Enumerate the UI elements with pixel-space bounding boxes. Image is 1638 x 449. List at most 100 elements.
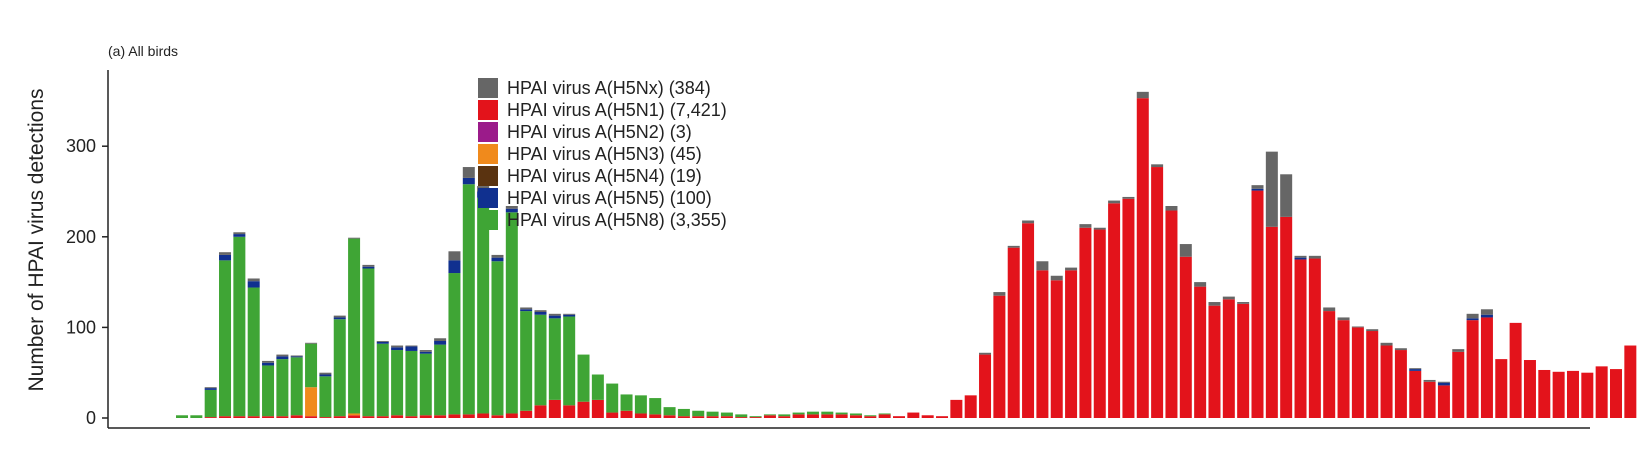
bar-segment-h5n8: [176, 415, 188, 418]
legend-label: HPAI virus A(H5N4) (19): [507, 166, 702, 186]
bar-segment-h5n5: [219, 254, 232, 261]
chart-title: (a) All birds: [108, 43, 178, 59]
y-axis-title: Number of HPAI virus detections: [25, 88, 48, 391]
bar-segment-h5n1: [1007, 247, 1020, 418]
bar-segment-h5nx: [1208, 302, 1221, 306]
bar-segment-h5nx: [262, 360, 275, 363]
bar-segment-h5n8: [520, 311, 533, 411]
bar-stack-20: [448, 251, 461, 418]
bar-stack-95: [1523, 360, 1536, 418]
bar-segment-h5nx: [1294, 255, 1307, 258]
bar-segment-h5nx: [1323, 307, 1336, 312]
legend-label: HPAI virus A(H5N2) (3): [507, 122, 692, 142]
bar-segment-h5n8: [663, 407, 676, 416]
bar-segment-h5n8: [634, 395, 647, 414]
bar-segment-h5n5: [1480, 314, 1493, 318]
bar-stack-51: [893, 416, 905, 418]
legend-item: HPAI virus A(H5Nx) (384): [478, 78, 711, 98]
bar-segment-h5n8: [591, 374, 604, 400]
bar-segment-h5n8: [434, 344, 447, 416]
bar-stack-54: [936, 416, 949, 418]
bar-stack-98: [1566, 370, 1579, 418]
bar-stack-86: [1394, 348, 1407, 418]
bar-segment-h5n5: [505, 208, 518, 213]
legend-label: HPAI virus A(H5N1) (7,421): [507, 100, 727, 120]
bar-segment-h5nx: [563, 313, 576, 315]
bar-stack-18: [419, 350, 432, 418]
bar-stack-38: [706, 411, 719, 418]
bar-stack-66: [1108, 200, 1121, 418]
bar-segment-h5nx: [491, 254, 504, 258]
bar-segment-h5nx: [1079, 224, 1092, 228]
bar-segment-h5n1: [247, 416, 260, 418]
bar-stack-24: [505, 206, 518, 418]
bar-segment-h5n1: [692, 416, 705, 418]
bar-segment-h5n1: [1409, 370, 1422, 418]
bar-stack-92: [1480, 309, 1493, 418]
bar-stack-23: [491, 254, 504, 418]
bar-segment-h5n8: [276, 359, 289, 417]
legend-swatch: [478, 144, 498, 164]
bar-stack-99: [1581, 372, 1594, 418]
bar-stack-69: [1151, 164, 1164, 418]
bar-segment-h5n1: [1194, 286, 1207, 418]
bar-segment-h5n5: [391, 347, 404, 351]
bar-stack-32: [620, 394, 633, 418]
bar-segment-h5n1: [1366, 331, 1379, 418]
bar-segment-h5n1: [792, 414, 805, 418]
bar-stack-90: [1452, 349, 1465, 418]
bar-segment-h5nx: [362, 264, 375, 267]
bar-segment-h5n1: [204, 417, 217, 418]
bar-segment-h5n1: [634, 413, 647, 418]
bar-segment-h5n5: [405, 346, 418, 351]
bar-segment-h5n8: [878, 413, 891, 415]
bar-segment-h5n1: [964, 395, 977, 418]
bar-segment-h5n8: [534, 314, 547, 406]
bar-stack-65: [1093, 227, 1106, 418]
bar-segment-h5n5: [548, 315, 561, 319]
bar-segment-h5n1: [491, 415, 504, 418]
bar-stack-46: [821, 411, 834, 418]
bar-segment-h5n8: [563, 316, 576, 406]
bar-stack-72: [1194, 282, 1207, 418]
bar-segment-h5n5: [319, 374, 332, 377]
bar-segment-h5n8: [204, 389, 217, 418]
bar-segment-h5n1: [305, 416, 318, 418]
bar-stack-28: [563, 313, 576, 418]
bar-segment-h5n5: [1437, 382, 1450, 386]
legend-item: HPAI virus A(H5N5) (100): [478, 188, 712, 208]
legend-swatch: [478, 122, 498, 142]
bar-stack-41: [749, 416, 762, 418]
bar-segment-h5n1: [907, 412, 920, 418]
bar-stack-19: [434, 338, 447, 418]
bar-segment-h5nx: [1437, 381, 1450, 383]
y-tick-label: 300: [66, 136, 96, 156]
bar-segment-h5n1: [434, 415, 447, 418]
bar-stack-75: [1237, 302, 1250, 418]
bar-segment-h5n1: [419, 415, 432, 418]
bar-stack-61: [1036, 261, 1049, 418]
bar-segment-h5n5: [376, 341, 389, 344]
bar-stack-30: [591, 374, 604, 418]
bar-stack-39: [720, 412, 733, 418]
bar-segment-h5nx: [520, 307, 533, 310]
bar-segment-h5n1: [735, 417, 748, 418]
bar-segment-h5n1: [778, 416, 791, 418]
bar-stack-1: [176, 415, 188, 418]
bar-stack-97: [1552, 371, 1565, 418]
bar-segment-h5nx: [1222, 296, 1235, 300]
bar-stack-87: [1409, 368, 1422, 418]
y-axis: 0 100 200 300: [66, 70, 109, 428]
bar-segment-h5nx: [391, 345, 404, 348]
bar-stack-11: [319, 372, 332, 418]
bar-stack-101: [1610, 369, 1622, 418]
bar-stack-82: [1337, 317, 1350, 418]
bar-segment-h5nx: [233, 232, 246, 235]
bar-segment-h5n8: [548, 318, 561, 400]
bar-stack-62: [1050, 275, 1063, 418]
bar-stack-35: [663, 407, 676, 418]
bar-segment-h5nx: [534, 310, 547, 312]
bar-segment-h5n1: [1294, 259, 1307, 418]
bar-segment-h5n1: [1466, 320, 1479, 418]
bar-segment-h5n5: [247, 281, 260, 288]
